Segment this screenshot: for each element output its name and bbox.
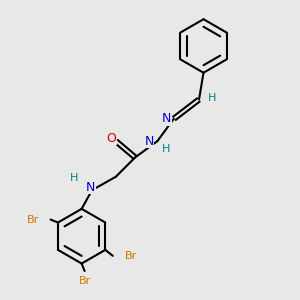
- Text: Br: Br: [26, 214, 39, 225]
- Text: N: N: [86, 181, 95, 194]
- Text: H: H: [70, 173, 78, 183]
- Text: H: H: [162, 143, 170, 154]
- Text: Br: Br: [79, 276, 91, 286]
- Text: Br: Br: [124, 251, 137, 261]
- Text: N: N: [162, 112, 171, 125]
- Text: O: O: [106, 132, 116, 145]
- Text: N: N: [144, 135, 154, 148]
- Text: H: H: [208, 93, 217, 103]
